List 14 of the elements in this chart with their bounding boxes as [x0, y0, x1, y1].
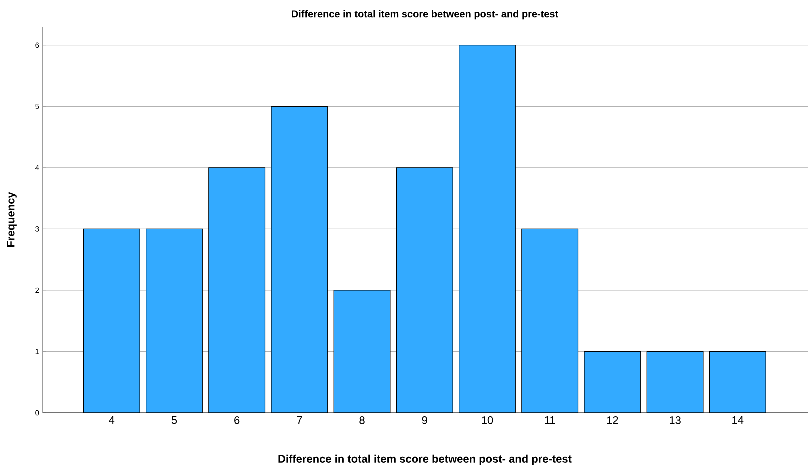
x-tick-label: 12 — [607, 416, 618, 424]
x-tick-label: 9 — [422, 416, 428, 424]
x-tick-label: 4 — [109, 416, 115, 424]
x-tick-label: 7 — [297, 416, 302, 424]
x-tick-label: 10 — [482, 416, 494, 424]
chart-title: Difference in total item score between post- and pre-test — [292, 10, 559, 20]
x-tick-label: 6 — [234, 416, 240, 424]
x-axis-title: Difference in total item score between post- and pre-test — [278, 454, 572, 466]
x-tick-label: 14 — [732, 416, 744, 424]
x-tick-label: 8 — [360, 416, 365, 424]
x-tick-label: 13 — [670, 416, 681, 424]
y-axis-title: Frequency — [7, 192, 17, 248]
x-tick-label: 5 — [172, 416, 178, 424]
x-tick-label: 11 — [545, 416, 556, 424]
